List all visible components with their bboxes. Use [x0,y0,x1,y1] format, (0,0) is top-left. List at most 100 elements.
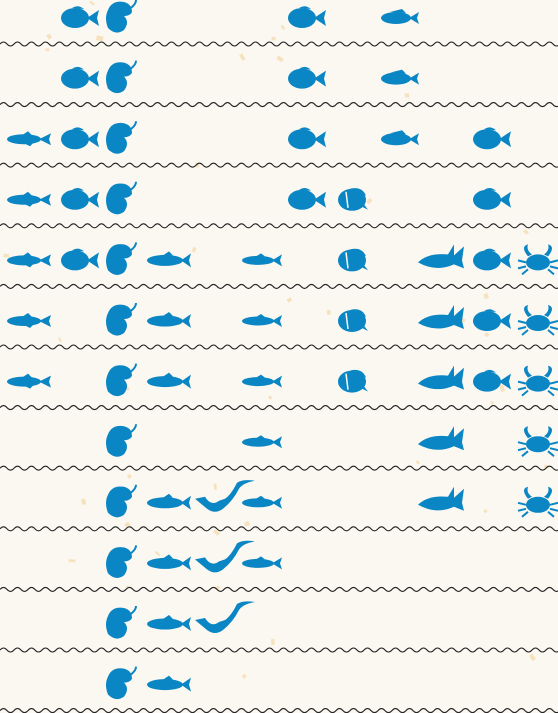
speck [404,93,409,98]
wave-line [0,648,558,652]
wave-line [0,466,558,470]
fish-icon [381,70,419,85]
fish-icon [147,676,191,692]
speck [45,48,49,51]
speck [127,474,132,479]
wave-line [0,345,558,349]
wave-line [0,224,558,228]
fish-icon [418,487,464,511]
fish-icon [242,435,282,448]
fish-icon [288,67,326,89]
speck [58,337,62,342]
fish-icon [242,253,282,266]
fish-icon [418,244,464,268]
fish-icon [61,67,99,89]
fish-icon [381,9,419,24]
background-specks [3,1,549,679]
fish-icon [106,303,136,336]
speck [239,53,246,61]
speck [327,310,331,315]
fish-icon [106,121,136,154]
fish-icon [7,313,51,328]
fish-icon [338,309,368,332]
speck [483,293,489,299]
fish-icon [106,364,136,397]
speck [286,297,292,302]
speck [244,521,250,527]
wave-line [0,587,558,591]
speck [271,639,275,645]
speck [242,674,247,679]
speck [483,509,487,513]
fish-icon [518,426,558,456]
speck [81,498,86,504]
fish-icon [106,182,136,215]
fish-icon [473,309,511,331]
fish-icon [106,0,136,33]
speck [416,460,420,464]
fish-icon [61,127,99,149]
wave-line [0,103,558,107]
fish-icon [7,192,51,207]
speck [499,384,505,392]
fish-icon [338,370,368,393]
fish-icon [7,131,51,146]
fish-icon [147,251,191,267]
fish-icon [473,127,511,149]
fish-icon [288,188,326,210]
fish-icon [518,305,558,335]
fish-icon [418,426,464,450]
fish-icon [106,545,136,578]
speck [268,395,272,399]
fish-icon [106,61,136,94]
wave-line [0,406,558,410]
speck [484,332,489,337]
fish-icon [242,314,282,327]
speck [89,1,95,6]
fish-icon [473,370,511,392]
speck [366,198,372,204]
fish-icon [242,556,282,569]
speck [214,484,217,490]
fish-icon [473,249,511,271]
speck [96,35,104,41]
speck [192,247,197,253]
speck [529,653,536,661]
fish-icon [195,601,255,633]
fish-icon [7,374,51,389]
fish-icon [147,554,191,570]
wave-line [0,709,558,713]
speck [3,254,9,258]
wave-line [0,527,558,531]
wave-line [0,284,558,288]
fish-icon [288,6,326,28]
fish-icon [147,373,191,389]
fish-icon [7,252,51,267]
fish-icon [106,424,136,457]
fish-icon [195,480,255,512]
fish-icon [338,188,368,211]
speck [523,229,529,235]
fish-icon [147,494,191,510]
fish-icon [61,6,99,28]
fish-icon [288,127,326,149]
speck [281,25,286,30]
speck [46,34,52,40]
fish-icon [106,606,136,639]
fish-icon [518,366,558,396]
fish-icon [106,242,136,275]
fish-icon [418,366,464,390]
wave-line [0,42,558,46]
speck [69,559,76,562]
fish-icon [147,615,191,631]
wave-line [0,163,558,167]
fish-icon [473,188,511,210]
fish-icon [518,244,558,274]
fish-icon [195,541,255,573]
speck [490,401,494,405]
speck [276,55,283,62]
fish-icon [61,249,99,271]
fish-icon [338,249,368,272]
fish-icon [147,312,191,328]
speck [271,37,275,41]
